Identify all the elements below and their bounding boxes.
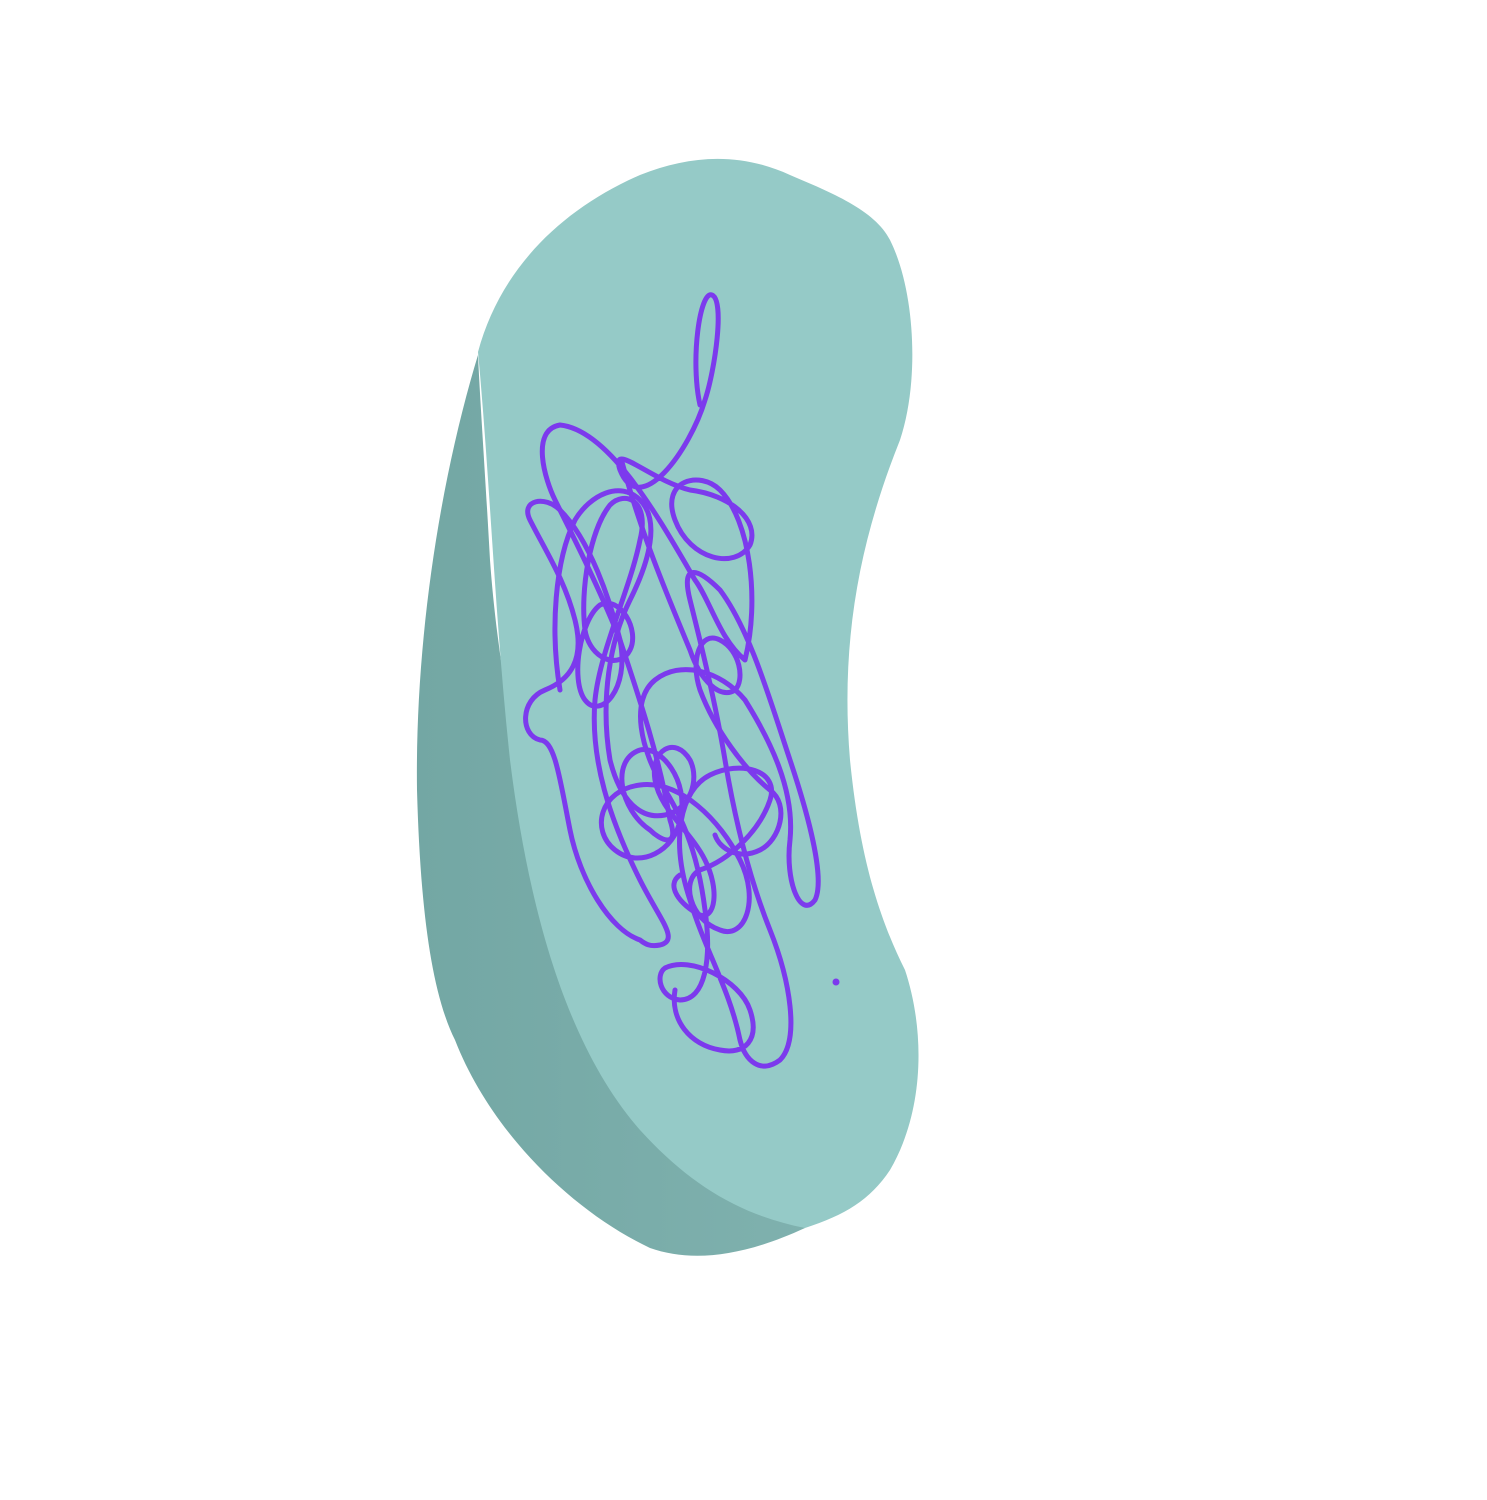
- dna-fragment-dot: [832, 978, 840, 986]
- nucleoid-dna-loop-top: [619, 459, 784, 857]
- cell-side-wall: [416, 355, 805, 1256]
- nucleoid-dna-loop-inner: [552, 488, 717, 918]
- nucleoid-dna-strand: [539, 292, 821, 1069]
- nucleoid-dna-loop-left: [523, 495, 671, 949]
- cell-top-face: [478, 158, 919, 1228]
